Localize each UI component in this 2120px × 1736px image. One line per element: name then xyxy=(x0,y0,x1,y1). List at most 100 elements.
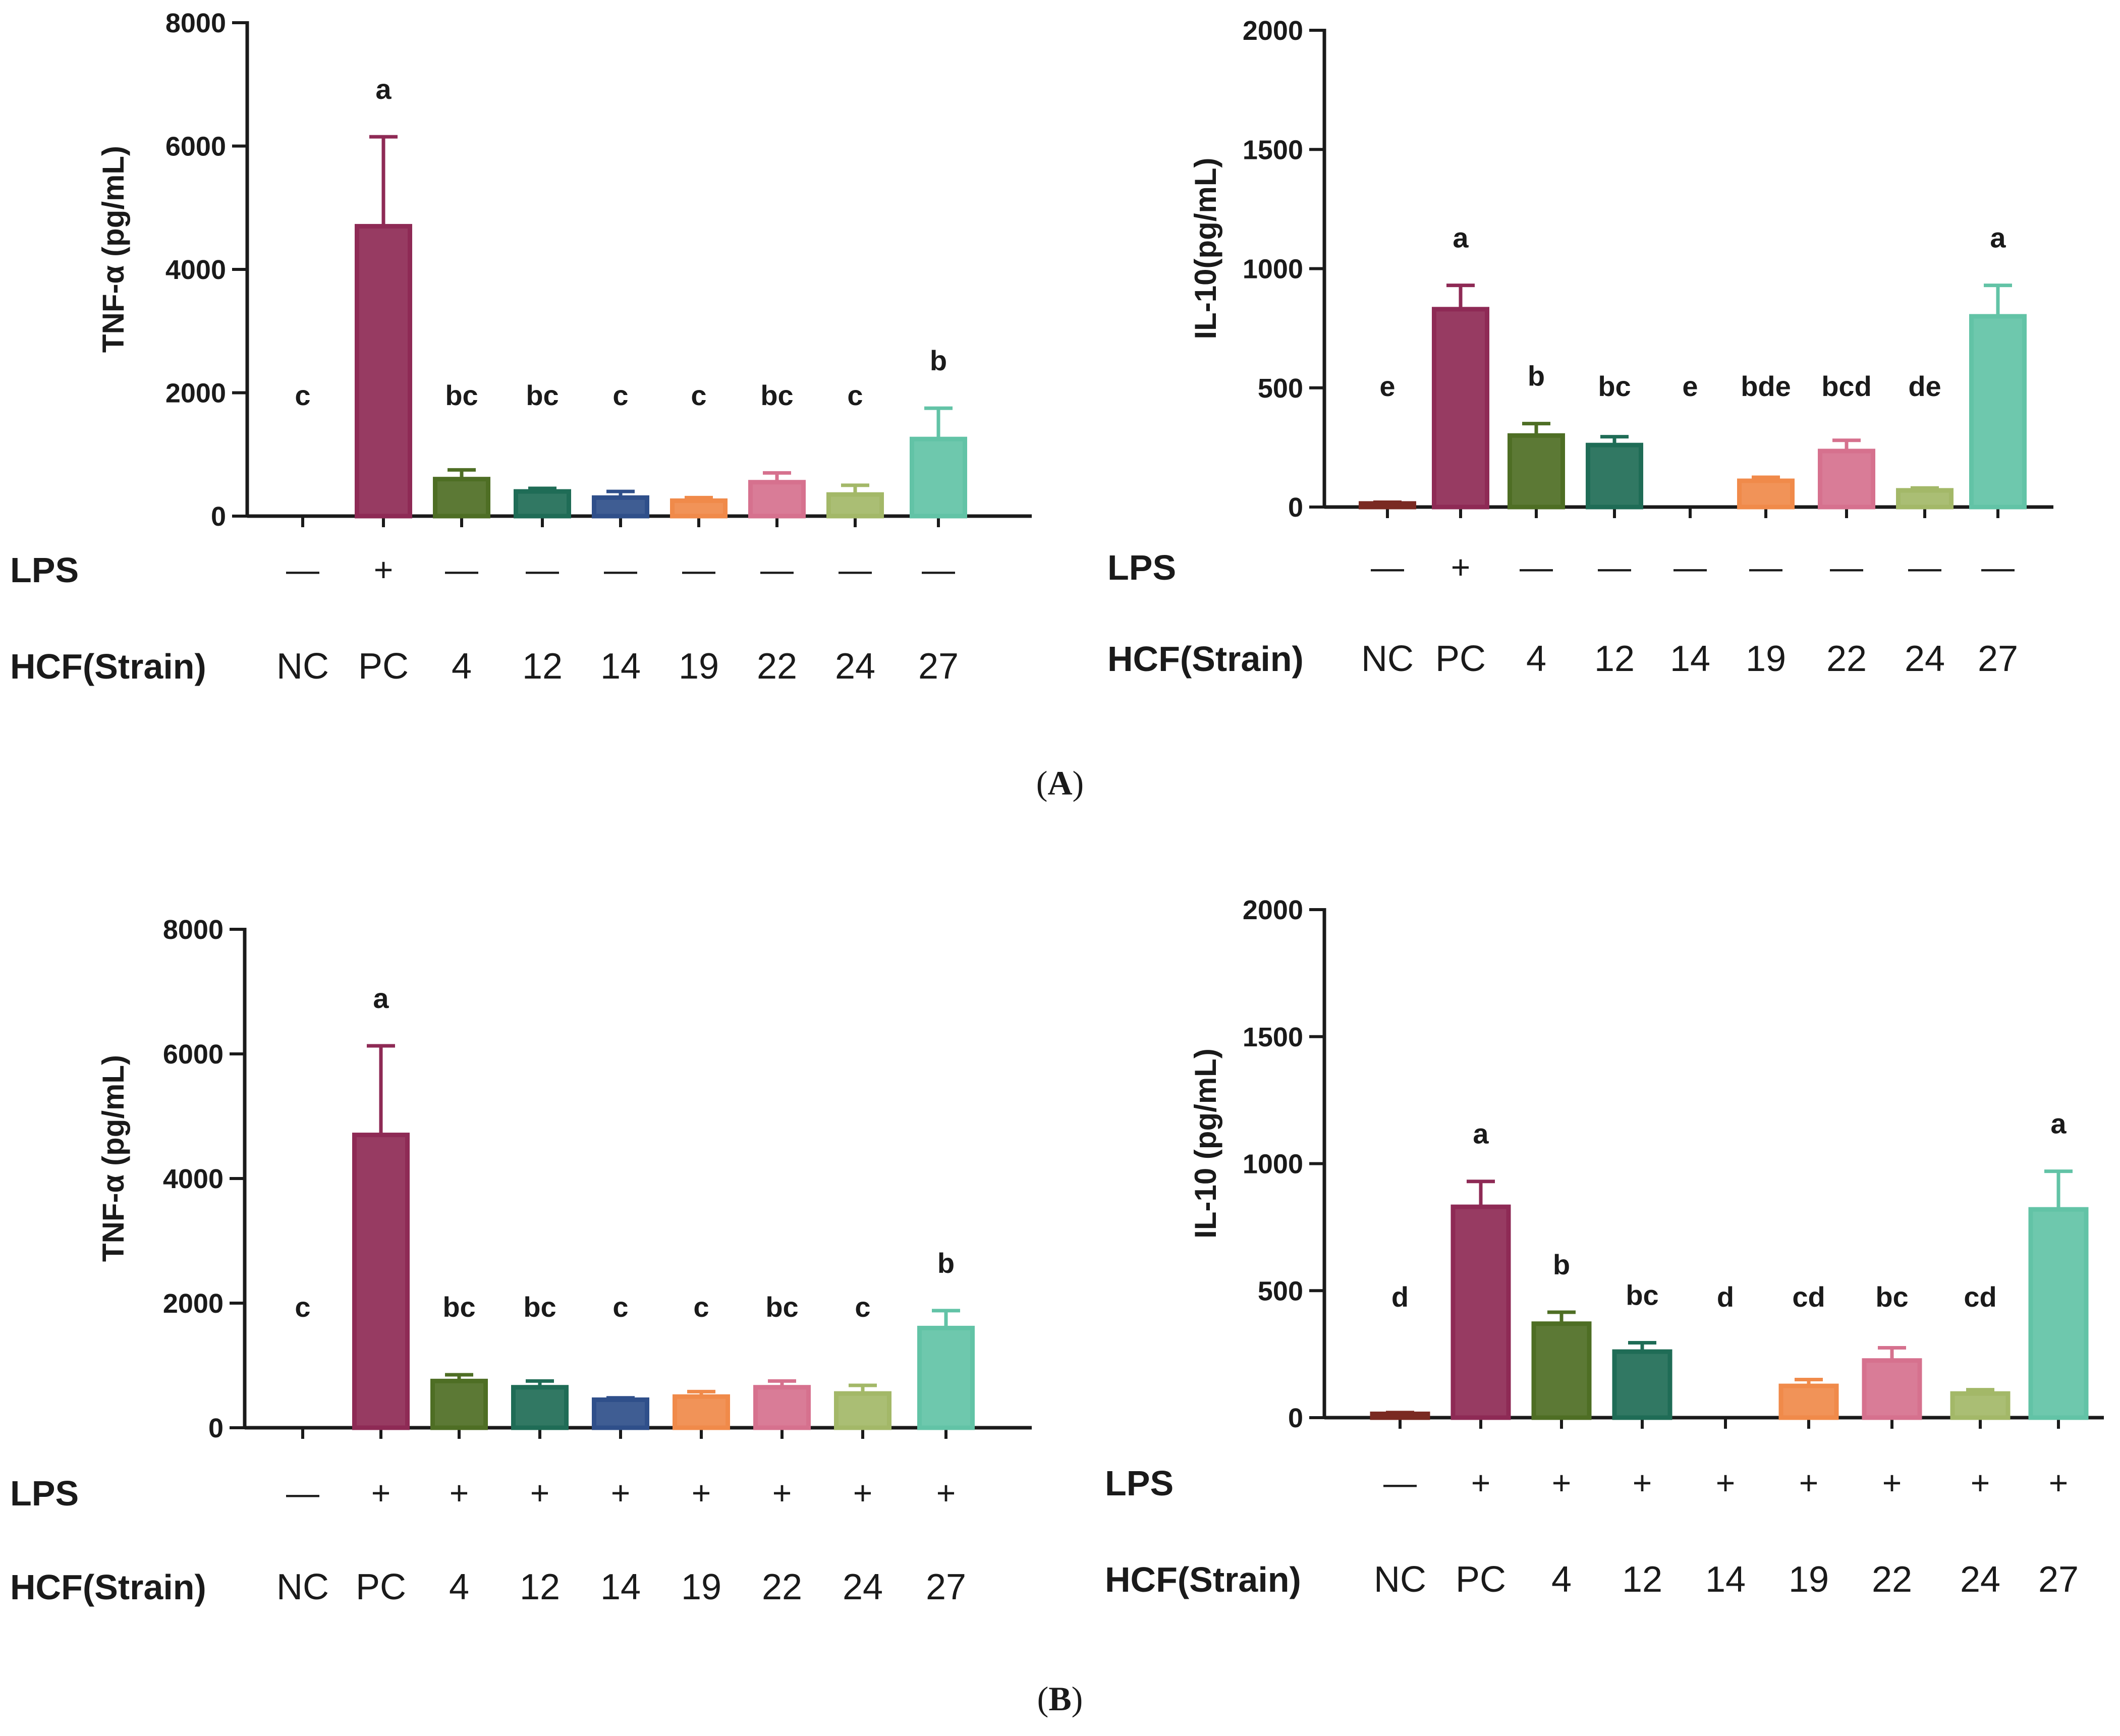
strain-label: PC xyxy=(1435,639,1486,679)
strain-label: PC xyxy=(358,646,409,687)
lps-marker: — xyxy=(1673,548,1707,586)
strain-label: 22 xyxy=(1872,1559,1912,1600)
lps-marker: + xyxy=(611,1474,631,1511)
bar-19 xyxy=(670,498,728,519)
lps-marker: — xyxy=(445,551,478,588)
bar-4 xyxy=(1508,433,1565,510)
y-tick-label: 500 xyxy=(1258,373,1303,404)
significance-letter: bde xyxy=(1741,370,1791,402)
y-axis-label: TNF-α (pg/mL) xyxy=(96,1055,130,1262)
chart-a-il10: 0 500 1000 1500 2000 IL-10(pg/mL) e a b bc e bde bcd… xyxy=(1107,16,2053,679)
significance-letter: a xyxy=(1473,1118,1489,1150)
lps-marker: — xyxy=(1598,548,1631,586)
bar-27 xyxy=(2028,1207,2089,1420)
significance-letter: a xyxy=(2050,1108,2067,1140)
strain-label: NC xyxy=(276,646,329,687)
lps-marker: — xyxy=(922,551,955,588)
bar-14 xyxy=(592,1397,649,1430)
strain-label: 19 xyxy=(1746,639,1786,679)
strain-label: 24 xyxy=(843,1567,883,1607)
lps-marker: + xyxy=(374,551,394,588)
chart-b-il10: 0 500 1000 1500 2000 IL-10 (pg/mL) d a b bc d cd bc c… xyxy=(1105,895,2104,1600)
y-axis-label: IL-10(pg/mL) xyxy=(1189,158,1222,340)
bar-22 xyxy=(1818,449,1875,510)
strain-label: 19 xyxy=(681,1567,721,1607)
lps-marker: + xyxy=(1971,1464,1990,1501)
bar-27 xyxy=(910,436,967,519)
bar-27 xyxy=(1969,314,2027,510)
lps-marker: — xyxy=(526,551,559,588)
bar-24 xyxy=(834,1391,891,1430)
lps-marker: — xyxy=(1749,548,1782,586)
lps-marker: + xyxy=(772,1474,792,1511)
significance-letter: bc xyxy=(1626,1279,1658,1311)
bar-24 xyxy=(1950,1391,2011,1420)
strain-label: 27 xyxy=(2038,1559,2079,1600)
significance-letter: a xyxy=(375,73,392,105)
y-tick-label: 8000 xyxy=(163,915,224,945)
lps-marker: — xyxy=(1981,548,2015,586)
lps-marker: — xyxy=(1371,548,1404,586)
lps-marker: — xyxy=(760,551,794,588)
strain-label: 12 xyxy=(522,646,563,687)
y-tick-label: 1000 xyxy=(1243,1149,1303,1180)
lps-marker: — xyxy=(1830,548,1863,586)
lps-marker: — xyxy=(286,1474,319,1511)
strain-label: 14 xyxy=(1670,639,1710,679)
lps-marker: + xyxy=(450,1474,469,1511)
y-tick-label: 0 xyxy=(1288,1403,1303,1433)
strain-label: 12 xyxy=(1594,639,1635,679)
lps-marker: — xyxy=(1908,548,1941,586)
lps-marker: + xyxy=(1552,1464,1572,1501)
strain-label: 27 xyxy=(918,646,959,687)
y-tick-label: 1000 xyxy=(1243,254,1303,285)
y-tick-label: 4000 xyxy=(165,255,226,285)
y-tick-label: 8000 xyxy=(165,8,226,38)
strain-row-label: HCF(Strain) xyxy=(1107,639,1304,679)
y-tick-label: 1500 xyxy=(1243,1022,1303,1052)
y-tick-label: 0 xyxy=(1288,492,1303,523)
y-tick-label: 4000 xyxy=(163,1164,224,1194)
significance-letter: e xyxy=(1379,370,1395,402)
significance-letter: bc xyxy=(1598,370,1631,402)
significance-letter: b xyxy=(937,1247,955,1279)
significance-letter: cd xyxy=(1792,1281,1825,1313)
bar-22 xyxy=(753,1385,811,1430)
bar-27 xyxy=(917,1325,975,1430)
significance-letter: e xyxy=(1682,370,1698,402)
lps-marker: — xyxy=(1383,1464,1417,1501)
strain-label: 24 xyxy=(1905,639,1945,679)
significance-letter: bc xyxy=(765,1291,798,1323)
bar-PC xyxy=(355,223,412,519)
lps-marker: + xyxy=(1882,1464,1902,1501)
strain-label: 4 xyxy=(1526,639,1546,679)
bar-19 xyxy=(1778,1383,1839,1420)
strain-label: 4 xyxy=(449,1567,469,1607)
strain-label: NC xyxy=(276,1567,329,1607)
bar-12 xyxy=(1586,442,1643,510)
significance-letter: de xyxy=(1908,370,1941,402)
lps-marker: + xyxy=(1799,1464,1819,1501)
strain-label: 14 xyxy=(1705,1559,1746,1600)
strain-label: 19 xyxy=(1789,1559,1829,1600)
lps-marker: + xyxy=(1451,548,1471,586)
lps-marker: + xyxy=(530,1474,550,1511)
y-axis-label: IL-10 (pg/mL) xyxy=(1189,1048,1222,1239)
significance-letter: a xyxy=(1990,222,2006,254)
y-tick-label: 0 xyxy=(208,1413,224,1443)
lps-row-label: LPS xyxy=(10,1474,79,1513)
bar-22 xyxy=(748,480,806,519)
strain-label: 22 xyxy=(757,646,797,687)
strain-label: 24 xyxy=(835,646,875,687)
bar-4 xyxy=(430,1378,488,1430)
significance-letter: bcd xyxy=(1821,370,1872,402)
lps-marker: + xyxy=(1716,1464,1736,1501)
significance-letter: d xyxy=(1391,1281,1409,1313)
strain-label: 14 xyxy=(600,646,641,687)
strain-label: 27 xyxy=(926,1567,966,1607)
significance-letter: b xyxy=(1553,1249,1570,1280)
strain-label: 24 xyxy=(1960,1559,2000,1600)
lps-marker: + xyxy=(692,1474,711,1511)
bar-4 xyxy=(1531,1321,1592,1420)
